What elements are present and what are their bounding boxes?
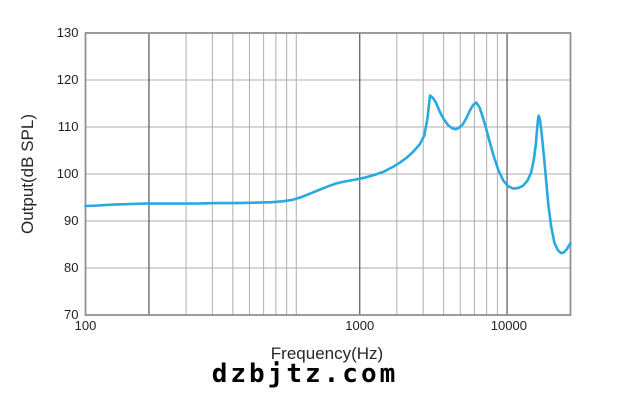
plot-border [84,32,572,316]
watermark-text: dzbjtz.com [211,359,399,389]
y-tick-label: 130 [56,25,79,40]
y-tick-label: 90 [64,213,79,228]
y-tick-label: 120 [56,72,79,87]
y-tick-label: 80 [64,260,79,275]
y-axis-title: Output(dB SPL) [18,113,37,235]
y-tick-label: 110 [57,119,79,134]
x-tick-label: 100 [74,318,97,333]
x-tick-label: 10000 [490,318,527,333]
curve-frequency-response [84,94,572,255]
x-axis-title: Frequency(Hz) [270,344,384,363]
y-tick-label: 100 [56,166,79,181]
x-tick-label: 1000 [345,318,375,333]
y-tick-label: 70 [64,307,79,322]
